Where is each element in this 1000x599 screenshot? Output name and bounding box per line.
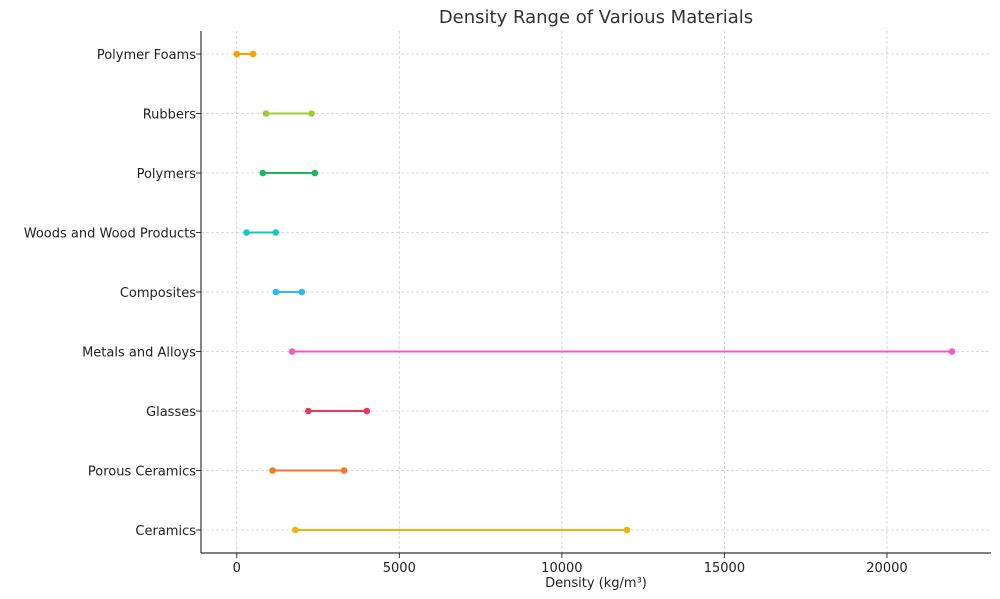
range-min-point [304, 407, 312, 415]
range-min-point [291, 526, 299, 534]
range-max-point [298, 288, 306, 296]
range-series-polymers [259, 169, 319, 177]
grid-lines [201, 31, 991, 553]
y-axis-ticks: Polymer Foams Rubbers Polymers Woods and Wo… [24, 48, 201, 539]
range-min-point [262, 110, 270, 117]
range-max-point [363, 407, 371, 415]
range-series-metals-and-alloys [288, 348, 956, 355]
x-tick-label: 0 [233, 561, 241, 576]
range-max-point [623, 526, 631, 534]
y-tick-label: Woods and Wood Products [24, 227, 196, 242]
x-tick-label: 20000 [866, 561, 907, 576]
chart-title: Density Range of Various Materials [439, 7, 753, 28]
range-series-rubbers [262, 110, 315, 117]
range-marks [233, 50, 956, 534]
y-tick-label: Polymer Foams [97, 48, 196, 63]
range-max-point [272, 229, 280, 236]
x-tick-label: 10000 [541, 561, 582, 576]
range-min-point [259, 169, 267, 177]
y-tick-label: Composites [120, 286, 196, 301]
range-min-point [272, 288, 280, 296]
range-max-point [311, 169, 319, 177]
y-tick-label: Porous Ceramics [88, 465, 196, 480]
x-axis-label: Density (kg/m³) [545, 576, 647, 591]
range-series-glasses [304, 407, 371, 415]
y-tick-label: Ceramics [135, 524, 196, 539]
range-max-point [249, 50, 257, 58]
range-min-point [288, 348, 296, 355]
range-min-point [233, 50, 241, 58]
range-max-point [340, 467, 348, 474]
range-max-point [948, 348, 956, 355]
range-series-polymer-foams [233, 50, 257, 58]
y-tick-label: Metals and Alloys [82, 346, 196, 361]
range-series-composites [272, 288, 306, 296]
x-tick-label: 5000 [383, 561, 416, 576]
y-tick-label: Polymers [137, 167, 197, 182]
range-series-woods-and-wood-products [243, 229, 280, 236]
range-series-ceramics [291, 526, 631, 534]
range-max-point [308, 110, 315, 117]
x-axis-ticks: 0 5000 10000 15000 20000 [233, 553, 908, 576]
y-tick-label: Rubbers [143, 108, 197, 123]
x-tick-label: 15000 [704, 561, 745, 576]
y-tick-label: Glasses [146, 405, 196, 420]
range-series-porous-ceramics [269, 467, 348, 474]
range-min-point [269, 467, 276, 474]
range-min-point [243, 229, 250, 236]
